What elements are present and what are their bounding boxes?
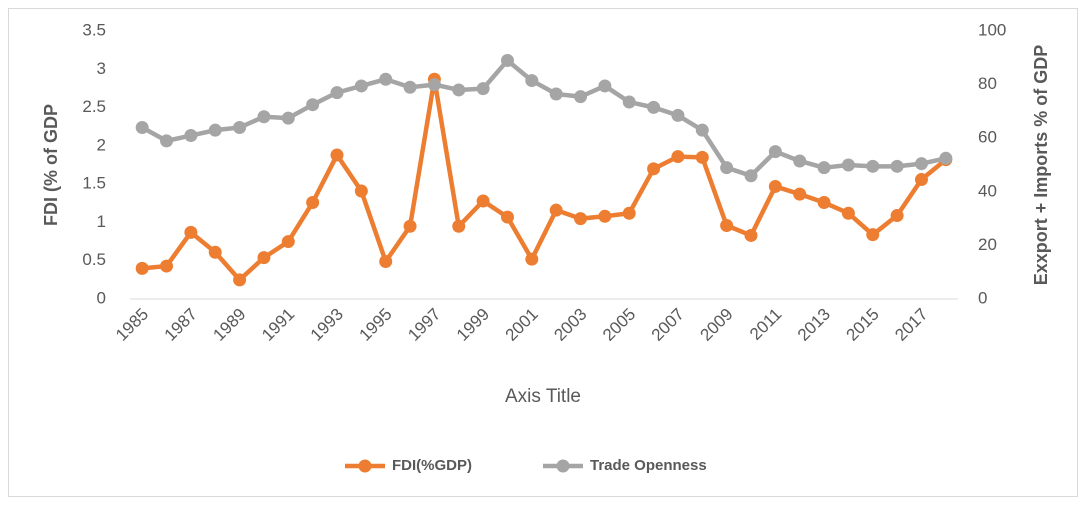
series-marker: [476, 194, 490, 208]
series-marker: [135, 120, 149, 134]
series-marker: [914, 173, 928, 187]
series-marker: [184, 129, 198, 143]
series-marker: [208, 123, 222, 137]
series-marker: [160, 259, 174, 273]
series-marker: [379, 254, 393, 268]
series-marker: [549, 203, 563, 217]
series-marker: [841, 206, 855, 220]
series-marker: [281, 235, 295, 249]
series-marker: [354, 184, 368, 198]
y2-tick-label: 100: [978, 20, 1006, 39]
series-marker: [427, 78, 441, 92]
series-marker: [354, 79, 368, 93]
series-marker: [525, 252, 539, 266]
legend-label: Trade Openness: [590, 457, 707, 474]
series-marker: [330, 86, 344, 100]
series-marker: [233, 273, 247, 287]
series-marker: [574, 90, 588, 104]
y-tick-label: 0: [97, 288, 106, 307]
series-marker: [598, 209, 612, 223]
series-marker: [866, 159, 880, 173]
series-marker: [720, 218, 734, 232]
series-marker: [135, 261, 149, 275]
y-axis-title: FDI (% of GDP: [41, 104, 61, 226]
series-marker: [476, 82, 490, 96]
series-marker: [452, 219, 466, 233]
series-marker: [525, 74, 539, 88]
series-marker: [890, 209, 904, 223]
y2-tick-label: 60: [978, 128, 997, 147]
series-marker: [233, 120, 247, 134]
series-marker: [841, 158, 855, 172]
x-axis-title: Axis Title: [505, 386, 581, 407]
y2-axis-title: Exxport + Imports % of GDP: [1031, 45, 1051, 286]
series-marker: [379, 72, 393, 86]
series-marker: [598, 79, 612, 93]
series-line: [141, 58, 947, 178]
chart-border: [8, 8, 1078, 497]
y2-tick-label: 80: [978, 74, 997, 93]
series-marker: [257, 110, 271, 124]
series-marker: [622, 206, 636, 220]
series-marker: [647, 162, 661, 176]
series-marker: [306, 98, 320, 112]
series-marker: [306, 196, 320, 210]
series-marker: [184, 225, 198, 239]
series-marker: [768, 145, 782, 159]
series-line: [141, 76, 948, 283]
series-marker: [208, 245, 222, 259]
series-marker: [671, 108, 685, 122]
y-tick-label: 1: [97, 212, 106, 231]
series-marker: [939, 151, 953, 165]
series-marker: [914, 157, 928, 171]
legend-marker: [358, 459, 372, 473]
series-marker: [817, 196, 831, 210]
y2-tick-label: 20: [978, 235, 997, 254]
series-marker: [744, 169, 758, 183]
series-marker: [330, 148, 344, 162]
y-tick-label: 2.5: [82, 97, 106, 116]
series-marker: [160, 134, 174, 148]
series-marker: [720, 161, 734, 175]
series-marker: [793, 187, 807, 201]
series-marker: [500, 210, 514, 224]
y2-tick-label: 40: [978, 181, 997, 200]
series-marker: [866, 228, 880, 242]
legend-label: FDI(%GDP): [392, 457, 472, 474]
series-marker: [500, 53, 514, 67]
series-marker: [695, 123, 709, 137]
series-marker: [574, 212, 588, 226]
series-marker: [744, 228, 758, 242]
y-tick-label: 1.5: [82, 174, 106, 193]
legend-marker: [556, 459, 570, 473]
series-marker: [403, 219, 417, 233]
y-tick-label: 2: [97, 135, 106, 154]
series-marker: [671, 150, 685, 164]
series-marker: [403, 80, 417, 94]
series-marker: [622, 95, 636, 109]
series-marker: [695, 150, 709, 164]
series-marker: [281, 111, 295, 125]
series-marker: [768, 179, 782, 193]
y2-tick-label: 0: [978, 288, 987, 307]
series-marker: [257, 251, 271, 265]
y-tick-label: 3: [97, 59, 106, 78]
series-marker: [817, 161, 831, 175]
series-marker: [647, 100, 661, 114]
y-tick-label: 0.5: [82, 250, 106, 269]
series-marker: [793, 154, 807, 168]
series-marker: [452, 83, 466, 97]
series-marker: [549, 87, 563, 101]
series-marker: [890, 159, 904, 173]
y-tick-label: 3.5: [82, 20, 106, 39]
